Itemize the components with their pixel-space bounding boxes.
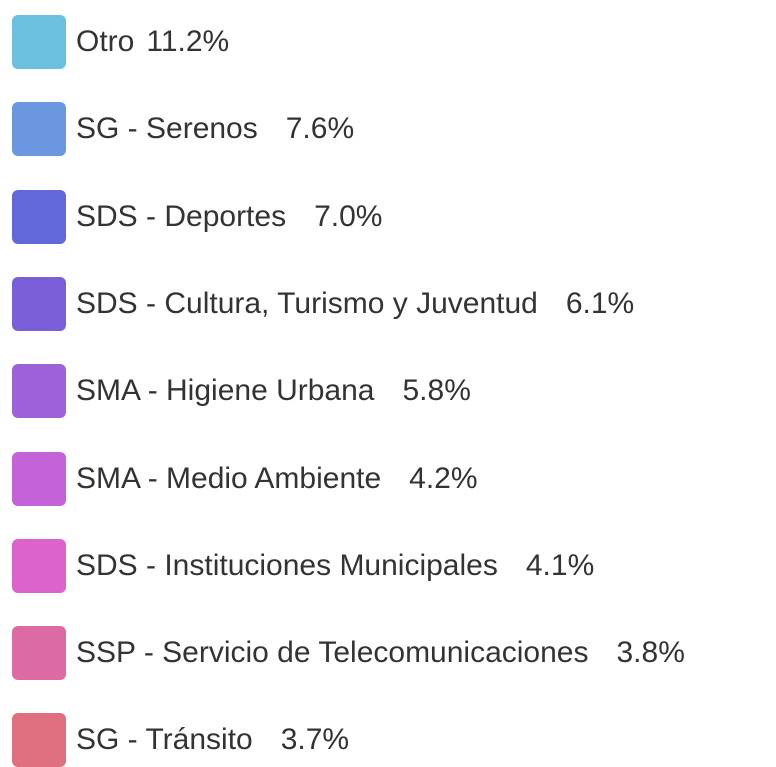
legend-item: Otro 11.2% <box>12 15 229 69</box>
legend-value: 7.0% <box>314 199 383 233</box>
legend-item: SMA - Higiene Urbana 5.8% <box>12 364 471 419</box>
legend-swatch <box>12 713 66 767</box>
legend-value: 4.2% <box>409 461 478 495</box>
legend-value: 5.8% <box>402 374 471 408</box>
legend-swatch <box>12 102 66 157</box>
legend-label: SDS - Instituciones Municipales <box>76 548 498 582</box>
legend-item: SG - Tránsito 3.7% <box>12 713 349 767</box>
legend-label: SMA - Medio Ambiente <box>76 461 382 495</box>
legend-swatch <box>12 15 66 69</box>
legend-item: SDS - Instituciones Municipales 4.1% <box>12 538 595 593</box>
legend-label: SSP - Servicio de Telecomunicaciones <box>76 636 589 670</box>
legend-item: SG - Serenos 7.6% <box>12 102 355 157</box>
legend-value: 11.2% <box>146 25 230 58</box>
legend-swatch <box>12 364 66 419</box>
legend-item: SDS - Deportes 7.0% <box>12 189 383 244</box>
legend-label: SG - Serenos <box>76 112 258 146</box>
legend-swatch <box>12 538 66 593</box>
legend-item: SMA - Medio Ambiente 4.2% <box>12 451 478 506</box>
legend-value: 4.1% <box>525 548 595 582</box>
legend-item: SDS - Cultura, Turismo y Juventud 6.1% <box>12 276 635 331</box>
legend-label: Otro <box>76 25 135 58</box>
legend-swatch <box>12 276 66 331</box>
legend-swatch <box>12 626 66 681</box>
legend-swatch <box>12 189 66 244</box>
legend-value: 3.7% <box>280 723 350 757</box>
legend-label: SMA - Higiene Urbana <box>76 374 375 408</box>
legend-swatch <box>12 451 66 506</box>
legend-value: 7.6% <box>285 112 355 146</box>
legend-item: SSP - Servicio de Telecomunicaciones 3.8% <box>12 626 685 681</box>
legend-label: SDS - Cultura, Turismo y Juventud <box>76 286 538 320</box>
legend-value: 3.8% <box>616 636 685 670</box>
legend-label: SG - Tránsito <box>76 723 253 757</box>
legend-value: 6.1% <box>565 286 635 320</box>
legend-label: SDS - Deportes <box>76 199 287 233</box>
